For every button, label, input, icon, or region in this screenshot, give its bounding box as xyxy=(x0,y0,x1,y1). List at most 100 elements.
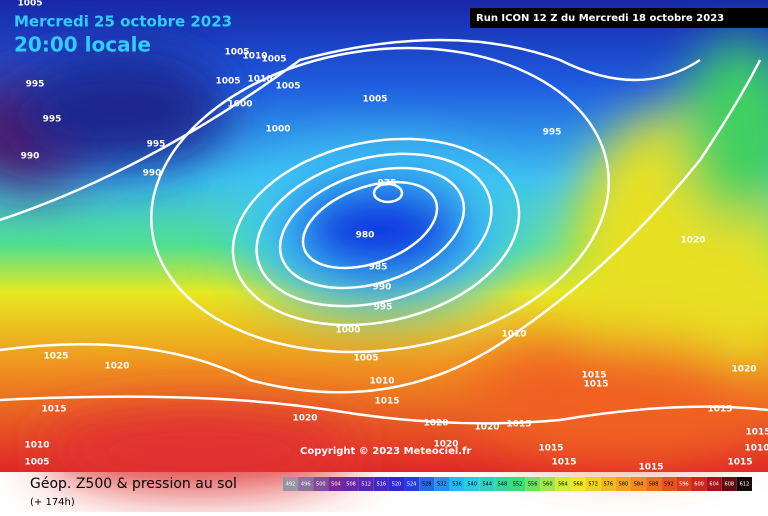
scale-label: 608 xyxy=(725,482,735,488)
scale-swatch xyxy=(721,477,737,491)
pressure-label: 1005 xyxy=(215,77,240,87)
pressure-label: 995 xyxy=(43,115,62,125)
scale-swatch xyxy=(419,477,435,491)
pressure-label: 1010 xyxy=(501,330,526,340)
scale-swatch xyxy=(736,477,752,491)
pressure-label: 990 xyxy=(21,152,40,162)
scale-swatch xyxy=(479,477,495,491)
pressure-label: 1015 xyxy=(581,371,606,381)
legend-title: Géop. Z500 & pression au sol xyxy=(30,476,237,492)
pressure-label: 1010 xyxy=(744,444,768,454)
pressure-label: 1005 xyxy=(17,0,42,9)
pressure-label: 1020 xyxy=(104,362,129,372)
scale-label: 596 xyxy=(679,482,689,488)
scale-label: 564 xyxy=(558,482,568,488)
scale-swatch xyxy=(540,477,556,491)
scale-swatch xyxy=(676,477,692,491)
lead-time: (+ 174h) xyxy=(30,497,75,508)
pressure-label: 995 xyxy=(26,80,45,90)
pressure-label: 1010 xyxy=(24,441,49,451)
scale-label: 492 xyxy=(286,482,296,488)
scale-label: 496 xyxy=(301,482,311,488)
scale-label: 520 xyxy=(392,482,402,488)
run-info: Run ICON 12 Z du Mercredi 18 octobre 202… xyxy=(476,13,724,24)
local-time: 20:00 locale xyxy=(14,33,151,57)
pressure-label: 1020 xyxy=(731,365,756,375)
pressure-label: 995 xyxy=(374,303,393,313)
field-shading xyxy=(0,40,768,490)
scale-swatch xyxy=(585,477,601,491)
run-box xyxy=(470,8,768,28)
scale-swatch xyxy=(388,477,405,491)
pressure-label: 1015 xyxy=(374,397,399,407)
pressure-label: 995 xyxy=(543,128,562,138)
scale-swatch xyxy=(661,477,677,491)
scale-label: 548 xyxy=(498,482,508,488)
pressure-label: 1015 xyxy=(707,405,732,415)
pressure-label: 1005 xyxy=(353,354,378,364)
scale-swatch xyxy=(298,477,314,491)
scale-label: 532 xyxy=(437,482,447,488)
scale-label: 576 xyxy=(604,482,614,488)
scale-swatch xyxy=(434,477,450,491)
pressure-label: 1010 xyxy=(247,75,272,85)
scale-swatch xyxy=(449,477,465,491)
pressure-label: 1015 xyxy=(583,380,608,390)
pressure-label: 1015 xyxy=(506,420,531,430)
scale-swatch xyxy=(600,477,616,491)
scale-label: 580 xyxy=(619,482,629,488)
pressure-label: 1020 xyxy=(423,419,448,429)
scale-label: 552 xyxy=(513,482,523,488)
scale-label: 560 xyxy=(543,482,553,488)
scale-label: 544 xyxy=(482,482,492,488)
pressure-label: 990 xyxy=(373,283,392,293)
pressure-label: 1005 xyxy=(261,55,286,65)
scale-swatch xyxy=(570,477,586,491)
scale-label: 588 xyxy=(649,482,659,488)
scale-label: 604 xyxy=(709,482,719,488)
scale-label: 540 xyxy=(467,482,477,488)
pressure-label: 1015 xyxy=(745,428,768,438)
scale-swatch xyxy=(630,477,647,491)
scale-swatch xyxy=(464,477,480,491)
pressure-label: 990 xyxy=(143,169,162,179)
pressure-label: 1020 xyxy=(680,236,705,246)
scale-swatch xyxy=(615,477,631,491)
scale-swatch xyxy=(404,477,420,491)
pressure-label: 975 xyxy=(378,179,397,189)
pressure-label: 1020 xyxy=(433,440,458,450)
scale-swatch xyxy=(509,477,526,491)
pressure-label: 1005 xyxy=(224,48,249,58)
scale-swatch xyxy=(358,477,374,491)
scale-label: 592 xyxy=(664,482,674,488)
pressure-label: 1010 xyxy=(242,52,267,62)
pressure-label: 985 xyxy=(369,263,388,273)
pressure-label: 1015 xyxy=(638,463,663,473)
pressure-label: 1000 xyxy=(335,326,360,336)
pressure-label: 995 xyxy=(147,140,166,150)
pressure-label: 980 xyxy=(356,231,375,241)
scale-swatch xyxy=(313,477,329,491)
scale-label: 528 xyxy=(422,482,432,488)
scale-label: 584 xyxy=(634,482,644,488)
scale-label: 508 xyxy=(346,482,356,488)
isobars xyxy=(0,38,768,425)
scale-swatch xyxy=(691,477,707,491)
scale-label: 516 xyxy=(377,482,387,488)
scale-swatch xyxy=(525,477,541,491)
scale-label: 612 xyxy=(740,482,750,488)
scale-swatch xyxy=(283,477,299,491)
scale-swatch xyxy=(343,477,359,491)
pressure-label: 1020 xyxy=(292,414,317,424)
copyright: Copyright © 2023 Meteociel.fr xyxy=(300,446,471,457)
pressure-label: 1015 xyxy=(41,405,66,415)
scale-swatch xyxy=(328,477,344,491)
scale-label: 600 xyxy=(694,482,704,488)
scale-swatch xyxy=(646,477,662,491)
scale-swatch xyxy=(555,477,571,491)
scale-label: 512 xyxy=(361,482,371,488)
pressure-label: 1000 xyxy=(265,125,290,135)
pressure-label: 1005 xyxy=(362,95,387,105)
